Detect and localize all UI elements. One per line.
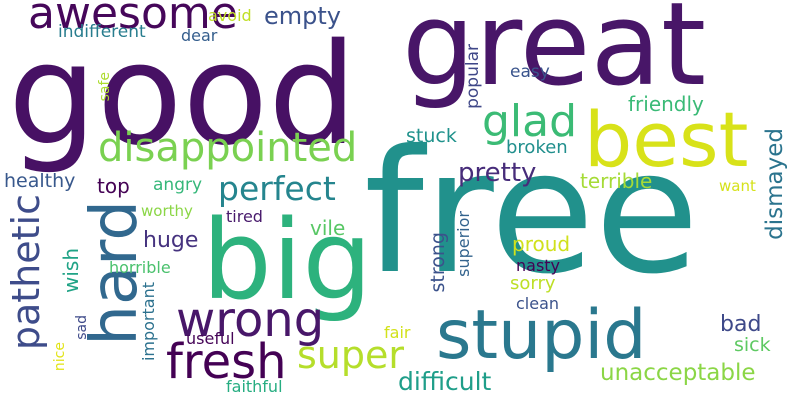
word-good: good (8, 14, 358, 177)
word-super: super (297, 333, 405, 377)
word-horrible: horrible (109, 258, 171, 277)
word-friendly: friendly (628, 92, 704, 116)
word-bad: bad (720, 312, 762, 337)
word-important: important (139, 282, 158, 362)
word-free: free (364, 114, 700, 312)
word-safe: safe (97, 72, 113, 102)
word-pathetic: pathetic (4, 194, 48, 351)
word-terrible: terrible (580, 169, 653, 193)
word-healthy: healthy (4, 170, 76, 192)
word-vile: vile (310, 216, 346, 240)
word-broken: broken (506, 137, 568, 158)
word-empty: empty (264, 2, 341, 30)
word-proud: proud (512, 232, 571, 256)
word-worthy: worthy (141, 202, 193, 220)
word-faithful: faithful (226, 377, 283, 396)
word-want: want (719, 177, 756, 195)
word-dear: dear (181, 26, 218, 45)
word-sad: sad (74, 315, 90, 340)
word-difficult: difficult (398, 367, 492, 396)
word-wrong: wrong (176, 292, 325, 348)
word-sorry: sorry (510, 273, 556, 294)
word-unacceptable: unacceptable (600, 360, 756, 386)
word-popular: popular (463, 44, 483, 109)
word-easy: easy (510, 62, 550, 82)
word-nasty: nasty (516, 256, 561, 275)
word-sick: sick (734, 334, 771, 356)
word-great: great (402, 0, 707, 112)
word-clean: clean (516, 294, 560, 313)
word-stupid: stupid (436, 296, 647, 375)
word-top: top (97, 174, 130, 198)
word-nice: nice (52, 342, 68, 372)
word-avoid: avoid (208, 6, 252, 25)
word-strong: strong (427, 232, 449, 293)
word-pretty: pretty (458, 158, 537, 188)
word-awesome: awesome (28, 0, 238, 39)
word-superior: superior (454, 211, 473, 277)
word-best: best (584, 95, 749, 184)
word-big: big (202, 196, 373, 324)
word-fair: fair (384, 323, 411, 342)
word-wish: wish (59, 248, 83, 294)
word-dismayed: dismayed (762, 128, 788, 240)
word-stuck: stuck (406, 125, 457, 147)
word-indifferent: indifferent (58, 22, 146, 42)
word-fresh: fresh (166, 334, 287, 390)
word-huge: huge (143, 228, 199, 253)
word-glad: glad (482, 96, 578, 147)
word-disappointed: disappointed (98, 125, 358, 171)
word-tired: tired (226, 207, 263, 226)
word-useful: useful (186, 329, 235, 348)
word-angry: angry (153, 175, 203, 195)
word-perfect: perfect (218, 169, 336, 208)
